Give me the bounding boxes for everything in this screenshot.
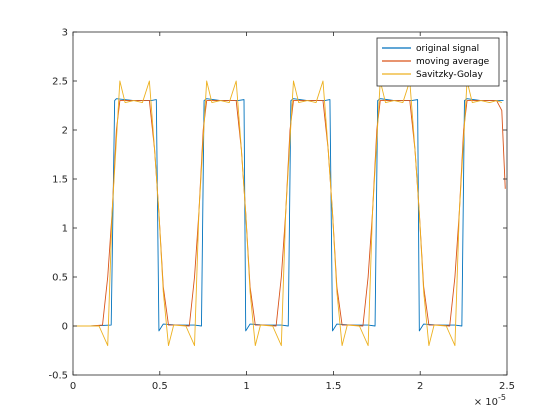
axes-box	[72, 31, 508, 376]
y-tick-label: 3	[62, 28, 68, 39]
x-tick-label: 0.5	[152, 381, 168, 392]
x-tick-label: 2	[417, 381, 423, 392]
y-tick-label: 2.5	[52, 77, 68, 88]
legend-label-0: original signal	[416, 44, 479, 54]
legend-box	[376, 37, 500, 87]
series-line-2	[73, 80, 502, 347]
x-tick-label: 2.5	[499, 381, 515, 392]
x-axis-multiplier: × 10-5	[474, 393, 506, 408]
y-tick-label: -0.5	[48, 371, 68, 382]
x-tick-label: 1	[243, 381, 249, 392]
y-tick-label: 0.5	[52, 273, 68, 284]
y-tick-label: 1.5	[52, 175, 68, 186]
series-layer	[73, 80, 506, 347]
y-tick-label: 0	[62, 322, 68, 333]
x-multiplier-base: × 10	[474, 397, 498, 408]
y-tick-label: 1	[62, 224, 68, 235]
legend-label-2: Savitzky-Golay	[416, 70, 483, 80]
axes-layer: 0 0.5 1 1.5 2 2.5-0.500.511.522.53× 10-5	[48, 28, 514, 409]
x-tick-label: 0	[70, 381, 76, 392]
y-tick-label: 2	[62, 126, 68, 137]
x-multiplier-exponent: -5	[498, 393, 506, 402]
legend-label-1: moving average	[416, 57, 490, 67]
legend: original signal moving average Savitzky-Go…	[376, 37, 500, 87]
x-tick-label: 1.5	[325, 381, 341, 392]
